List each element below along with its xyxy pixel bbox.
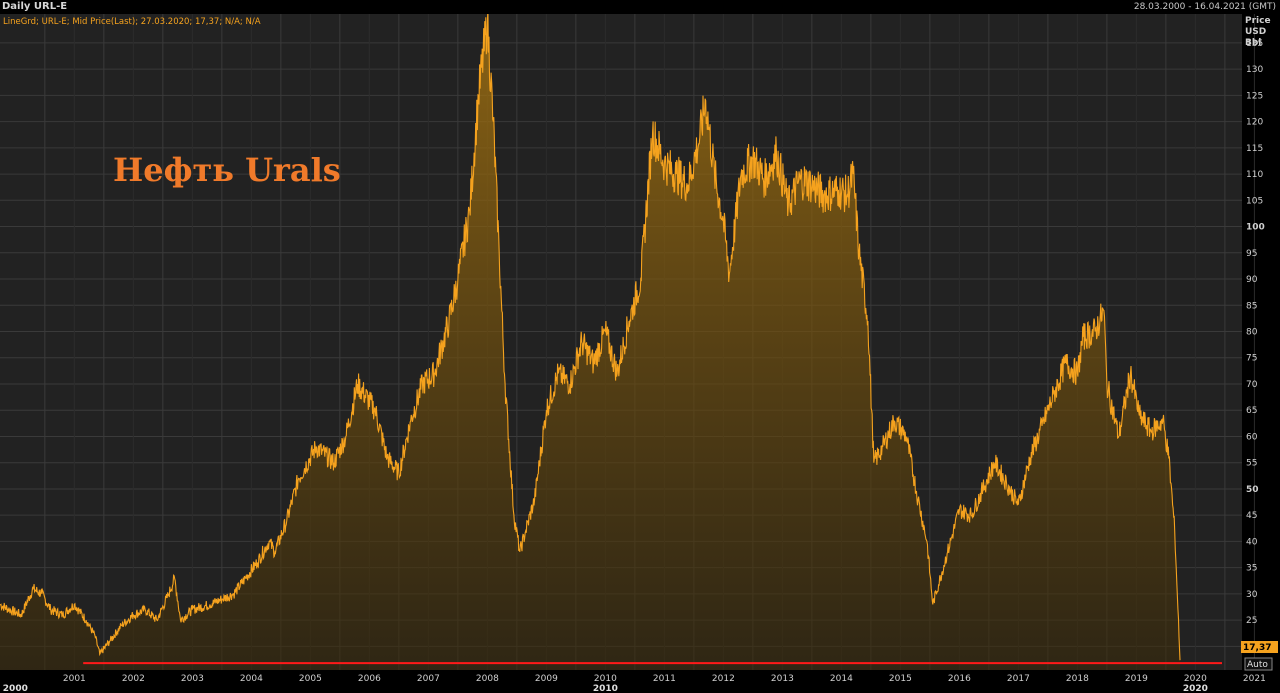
x-tick-label: 2021 <box>1243 674 1266 684</box>
y-tick-label: 130 <box>1246 65 1263 75</box>
y-axis-label-unit: Bbl <box>1245 38 1261 48</box>
x-tick-label: 2012 <box>712 674 735 684</box>
y-tick-label: 85 <box>1246 301 1257 311</box>
x-tick-label: 2017 <box>1007 674 1030 684</box>
x-tick-label: 2008 <box>476 674 499 684</box>
y-tick-label: 30 <box>1246 590 1258 600</box>
y-tick-label: 95 <box>1246 249 1257 259</box>
y-tick-label: 110 <box>1246 170 1263 180</box>
y-tick-label: 135 <box>1246 39 1263 49</box>
x-tick-label: 2010 <box>594 674 617 684</box>
price-chart: LineGrd; URL-E; Mid Price(Last); 27.03.2… <box>0 14 1280 693</box>
series-legend: LineGrd; URL-E; Mid Price(Last); 27.03.2… <box>3 17 261 27</box>
chart-title: Нефть Urals <box>113 151 341 189</box>
y-tick-label: 70 <box>1246 380 1258 390</box>
x-axis-panel <box>0 670 1242 693</box>
x-tick-label: 2020 <box>1184 674 1207 684</box>
price-area <box>0 14 1180 670</box>
y-tick-label: 120 <box>1246 118 1263 128</box>
window-title-bar: Daily URL-E 28.03.2000 - 16.04.2021 (GMT… <box>0 0 1280 14</box>
x-tick-label: 2001 <box>63 674 86 684</box>
y-tick-label: 80 <box>1246 328 1258 338</box>
x-tick-label: 2011 <box>653 674 676 684</box>
x-tick-label: 2007 <box>417 674 440 684</box>
y-tick-label: 25 <box>1246 616 1257 626</box>
decade-label: 2010 <box>593 684 618 693</box>
y-axis-label-currency: USD <box>1245 27 1266 37</box>
decade-labels: 2000 2010 2020 <box>3 684 1208 693</box>
y-tick-label: 75 <box>1246 354 1257 364</box>
auto-button-label: Auto <box>1247 660 1268 670</box>
x-tick-label: 2015 <box>889 674 912 684</box>
window-title: Daily URL-E <box>2 1 68 12</box>
y-tick-label: 40 <box>1246 537 1258 547</box>
last-price-badge <box>1241 641 1278 653</box>
x-tick-label: 2016 <box>948 674 971 684</box>
x-tick-label: 2013 <box>771 674 794 684</box>
x-tick-label: 2019 <box>1125 674 1148 684</box>
y-tick-label: 115 <box>1246 144 1263 154</box>
x-tick-label: 2002 <box>122 674 145 684</box>
x-tick-label: 2004 <box>240 674 263 684</box>
y-tick-label: 55 <box>1246 459 1257 469</box>
y-tick-label: 65 <box>1246 406 1257 416</box>
y-tick-label: 125 <box>1246 91 1263 101</box>
decade-label: 2000 <box>3 684 28 693</box>
decade-label: 2020 <box>1183 684 1208 693</box>
price-series-line <box>0 14 1181 661</box>
x-axis-ticks: 2001 2002 2003 2004 2005 2006 2007 2008 2009 2010… <box>63 674 1266 684</box>
y-tick-label: 60 <box>1246 432 1258 442</box>
y-tick-label: 35 <box>1246 564 1257 574</box>
x-tick-label: 2018 <box>1066 674 1089 684</box>
x-tick-label: 2006 <box>358 674 381 684</box>
x-tick-label: 2003 <box>181 674 204 684</box>
x-tick-label: 2009 <box>535 674 558 684</box>
y-tick-label: 50 <box>1246 485 1259 495</box>
auto-button[interactable] <box>1244 657 1273 671</box>
y-axis-panel <box>1242 14 1280 693</box>
y-tick-label: 45 <box>1246 511 1257 521</box>
x-tick-label: 2005 <box>299 674 322 684</box>
x-tick-label: 2014 <box>830 674 853 684</box>
y-tick-label: 100 <box>1246 223 1265 233</box>
y-tick-label: 90 <box>1246 275 1258 285</box>
y-axis-label-price: Price <box>1245 16 1271 26</box>
last-price-label: 17,37 <box>1243 643 1271 653</box>
y-tick-label: 105 <box>1246 196 1263 206</box>
date-range: 28.03.2000 - 16.04.2021 (GMT) <box>1133 2 1276 12</box>
